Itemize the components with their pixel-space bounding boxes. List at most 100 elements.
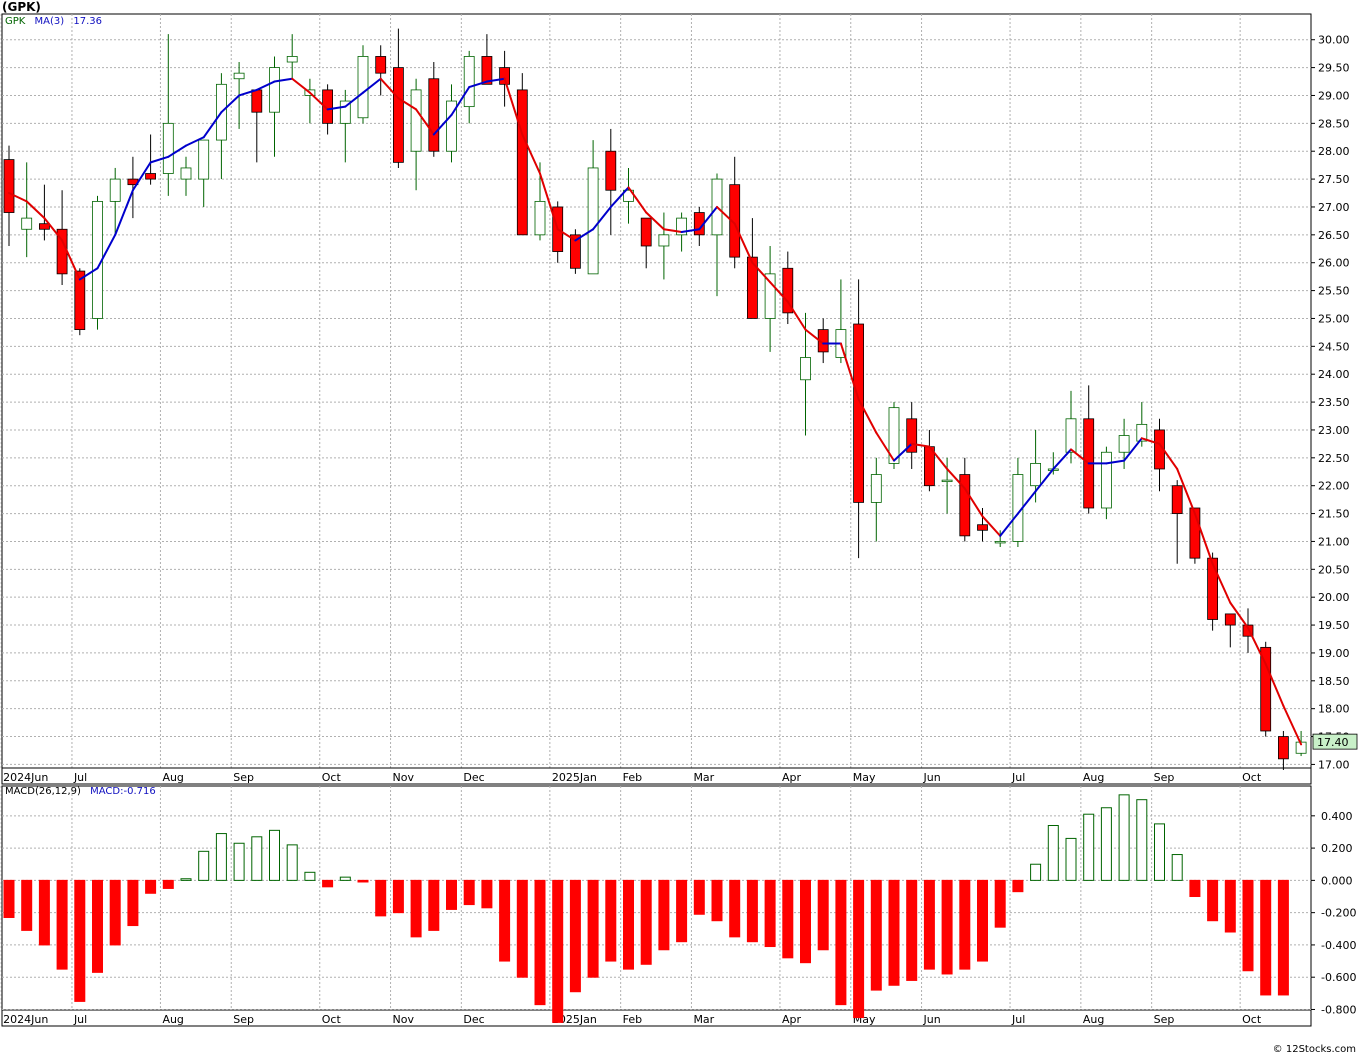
candle-body: [977, 524, 988, 531]
ma-line-segment: [78, 267, 99, 281]
candle-body: [39, 223, 50, 230]
macd-bar: [1030, 863, 1042, 881]
macd-bar: [835, 879, 847, 1006]
ma-line-segment: [1176, 467, 1196, 515]
candle-body: [1136, 423, 1148, 442]
ma-line-segment: [220, 94, 241, 114]
y-tick-label: 0.000: [1321, 874, 1353, 887]
candle-body: [180, 167, 192, 180]
candle-body: [109, 178, 121, 202]
candle-body: [640, 217, 652, 247]
y-tick-label: 24.00: [1318, 368, 1350, 381]
x-tick-label: Sep: [1154, 771, 1175, 784]
ma-line-segment: [839, 342, 860, 401]
candle-body: [481, 56, 493, 85]
x-tick-label: Aug: [1083, 1013, 1104, 1026]
macd-bar: [941, 879, 953, 975]
y-tick-label: 26.00: [1318, 257, 1350, 270]
macd-label: MACD(26,12,9): [5, 786, 81, 797]
macd-bar: [693, 879, 705, 915]
candle-body: [959, 474, 971, 537]
macd-bar: [198, 850, 210, 881]
ma-line-segment: [326, 105, 347, 111]
x-tick-label: Oct: [322, 771, 342, 784]
ma-line-segment: [1140, 437, 1161, 445]
y-tick-label: 20.50: [1318, 563, 1350, 576]
ma-line-segment: [751, 261, 772, 284]
candle-body: [587, 167, 599, 275]
macd-bar: [322, 879, 334, 888]
macd-bar: [3, 879, 15, 918]
candle-body: [251, 89, 263, 113]
candle-body: [74, 270, 86, 331]
ma-line-segment: [698, 205, 718, 231]
symbol-label: GPK: [5, 16, 26, 27]
macd-bar: [428, 879, 440, 931]
candle-body: [941, 479, 953, 483]
ma-line-segment: [61, 239, 81, 281]
candle-body: [605, 150, 617, 191]
x-tick-label: Jul: [73, 771, 87, 784]
macd-bar: [994, 879, 1006, 928]
macd-bar: [658, 879, 670, 951]
candle-body: [428, 78, 440, 152]
y-tick-label: -0.400: [1321, 939, 1356, 952]
candle-body: [764, 273, 776, 319]
y-tick-label: 28.00: [1318, 145, 1350, 158]
ma-line-segment: [1052, 448, 1072, 470]
y-tick-label: 28.50: [1318, 117, 1350, 130]
candle-body: [1101, 451, 1112, 509]
macd-bar: [339, 876, 351, 881]
candle-body: [747, 256, 758, 319]
candle-body: [1278, 736, 1289, 760]
ma-line-segment: [539, 172, 559, 231]
ma-line-segment: [1070, 448, 1090, 465]
x-tick-label: Jul: [1011, 771, 1025, 784]
candle-body: [392, 67, 404, 163]
y-tick-label: 0.200: [1321, 842, 1353, 855]
macd-bar: [392, 879, 404, 914]
ma-line-segment: [662, 228, 683, 234]
macd-bar: [92, 879, 103, 973]
ma-line-segment: [592, 205, 612, 231]
candle-body: [198, 139, 210, 180]
ma-line-segment: [149, 155, 170, 164]
y-tick-label: 22.00: [1318, 480, 1350, 493]
ma-line-segment: [680, 228, 701, 234]
macd-bar: [74, 879, 86, 1002]
ma-line-segment: [415, 108, 435, 136]
ma-line-segment: [1105, 459, 1126, 465]
y-tick-label: 17.00: [1318, 758, 1350, 771]
y-tick-label: 25.00: [1318, 312, 1350, 325]
y-tick-label: 20.00: [1318, 591, 1350, 604]
macd-value: MACD:-0.716: [90, 786, 156, 797]
x-tick-label: Nov: [393, 771, 415, 784]
macd-bar: [304, 871, 316, 881]
ma-line-segment: [645, 211, 665, 231]
ma-line-segment: [999, 512, 1019, 537]
ma-line-segment: [432, 113, 453, 136]
price-panel: [1, 13, 1312, 785]
macd-bar: [800, 879, 811, 964]
macd-bar: [1083, 813, 1095, 881]
y-tick-label: 19.50: [1318, 619, 1350, 632]
x-tick-label: Jul: [1011, 1013, 1025, 1026]
x-tick-label: Aug: [162, 771, 183, 784]
macd-bar: [1260, 879, 1272, 996]
last-price-label: 17.40: [1317, 736, 1349, 749]
macd-bar: [269, 829, 280, 881]
ma-value: 17.36: [73, 16, 102, 27]
ma-line-segment: [362, 77, 382, 94]
candle-body: [853, 323, 864, 503]
ma-line-segment: [96, 233, 117, 270]
candle-body: [994, 541, 1006, 544]
ma-line-segment: [910, 442, 931, 448]
y-tick-label: 27.00: [1318, 201, 1350, 214]
candle-body: [1207, 557, 1218, 620]
y-tick-label: 30.00: [1318, 34, 1350, 47]
candle-body: [1118, 435, 1130, 453]
ma-line-segment: [1123, 437, 1143, 462]
macd-bar: [56, 879, 68, 970]
